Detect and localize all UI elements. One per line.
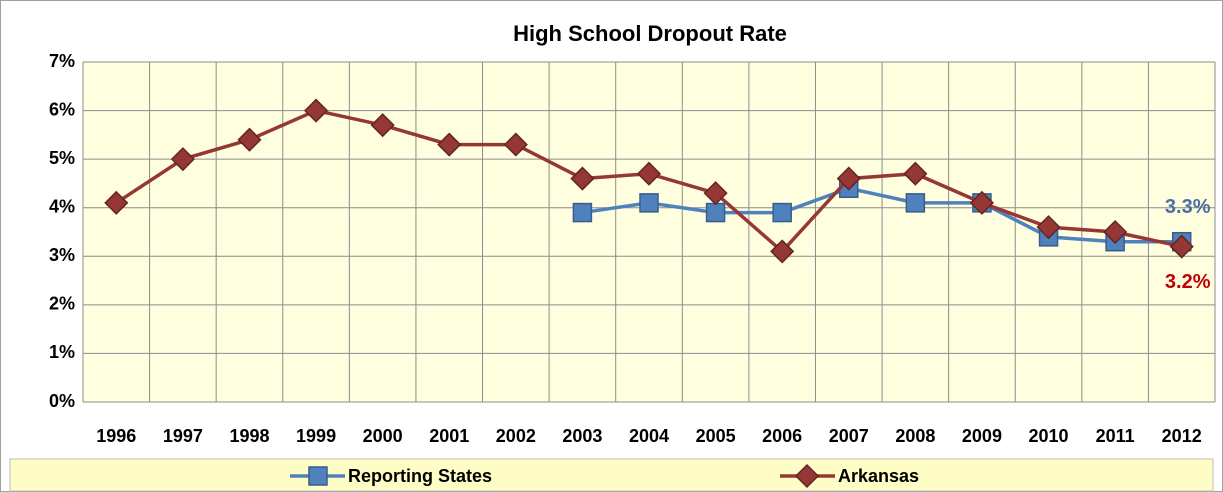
data-point	[570, 166, 595, 191]
legend-label: Arkansas	[838, 466, 919, 486]
x-tick-label: 2006	[762, 426, 802, 446]
data-point	[969, 190, 995, 215]
x-tick-label: 2008	[895, 426, 935, 446]
data-point	[772, 202, 792, 223]
x-tick-label: 1999	[296, 426, 336, 446]
x-tick-label: 2004	[629, 426, 669, 446]
data-label: 3.2%	[1165, 271, 1211, 293]
y-tick-label: 6%	[49, 99, 75, 119]
data-point	[237, 127, 262, 152]
legend-label: Reporting States	[348, 466, 492, 486]
x-tick-label: 2002	[496, 426, 536, 446]
x-tick-label: 2009	[962, 426, 1002, 446]
y-tick-label: 2%	[49, 294, 75, 314]
x-tick-label: 2003	[562, 426, 602, 446]
chart-title: High School Dropout Rate	[513, 21, 787, 46]
x-tick-label: 2001	[429, 426, 469, 446]
data-point	[1036, 215, 1061, 240]
data-point	[170, 147, 195, 172]
y-tick-label: 3%	[49, 245, 75, 265]
x-tick-label: 1996	[96, 426, 136, 446]
data-point	[836, 166, 861, 191]
legend-box	[9, 458, 1214, 492]
x-tick-label: 2005	[696, 426, 736, 446]
y-tick-label: 1%	[49, 342, 75, 362]
x-tick-label: 2000	[363, 426, 403, 446]
y-tick-label: 0%	[49, 391, 75, 411]
data-point	[903, 161, 928, 186]
data-point	[703, 181, 728, 206]
data-point	[905, 193, 926, 213]
data-point	[104, 190, 129, 215]
data-point	[636, 161, 662, 186]
x-tick-label: 2012	[1162, 426, 1202, 446]
y-tick-label: 7%	[49, 51, 75, 71]
data-point	[705, 202, 726, 223]
legend-marker	[794, 463, 820, 489]
series-line	[582, 186, 1182, 244]
data-point	[1103, 219, 1128, 245]
data-label: 3.3%	[1165, 196, 1211, 218]
x-tick-label: 2007	[829, 426, 869, 446]
x-tick-label: 2010	[1029, 426, 1069, 446]
data-point	[503, 132, 528, 157]
data-point	[437, 132, 462, 157]
data-point	[639, 193, 659, 213]
data-point	[572, 202, 593, 223]
x-tick-label: 2011	[1096, 426, 1135, 446]
plot-area	[83, 62, 1215, 402]
data-point	[1169, 234, 1194, 259]
legend-marker	[308, 466, 328, 486]
data-point	[370, 113, 395, 138]
x-tick-label: 1997	[163, 426, 203, 446]
y-tick-label: 4%	[49, 196, 75, 216]
data-point	[303, 98, 329, 123]
x-tick-label: 1998	[229, 426, 269, 446]
data-point	[770, 239, 795, 264]
y-tick-label: 5%	[49, 148, 75, 168]
